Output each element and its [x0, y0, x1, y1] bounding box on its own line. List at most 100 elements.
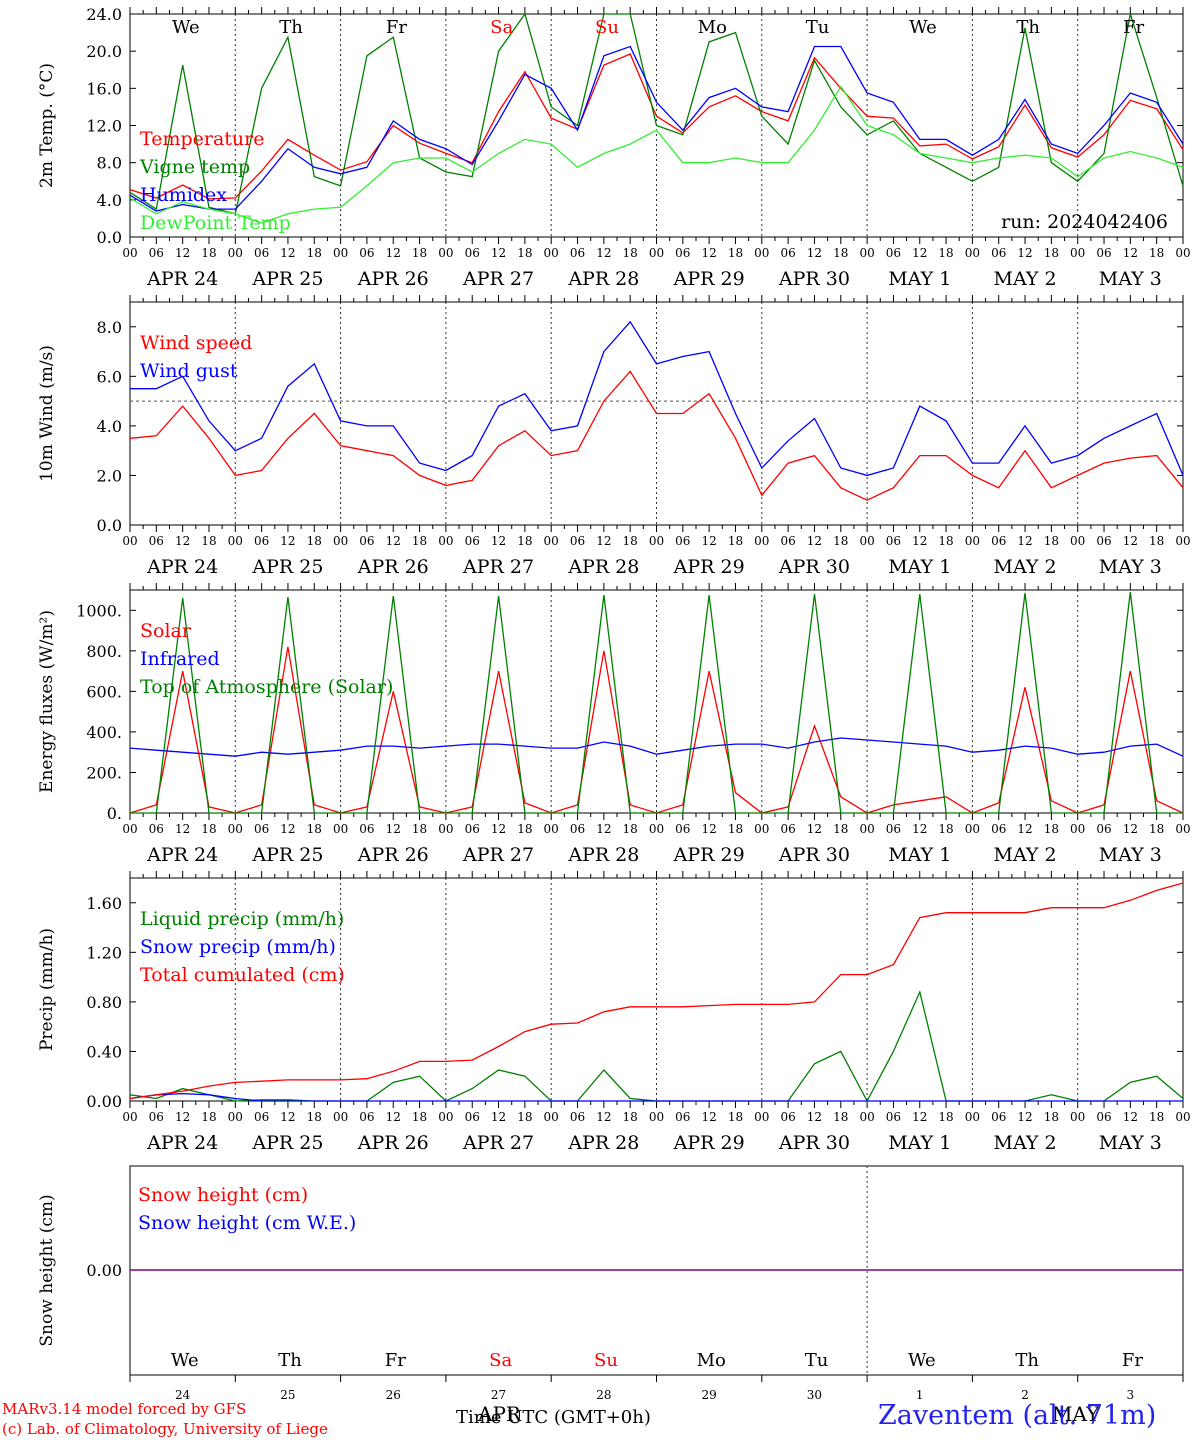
station-title: Zaventem (alt. 71m): [878, 1400, 1157, 1431]
hour-label: 00: [333, 1110, 348, 1124]
date-label: MAY 3: [1099, 844, 1162, 866]
hour-label: 06: [675, 822, 690, 836]
hour-label: 00: [122, 1110, 137, 1124]
y-tick-label: 4.0: [97, 417, 122, 436]
day-number: 25: [280, 1388, 295, 1402]
y-tick-label: 0.: [107, 804, 122, 823]
y-tick-label: 24.0: [86, 5, 122, 24]
hour-label: 12: [596, 534, 611, 548]
y-axis-label: Energy fluxes (W/m²): [37, 610, 57, 793]
hour-label: 06: [570, 822, 585, 836]
hour-label: 18: [201, 534, 216, 548]
legend-entry: Wind speed: [140, 332, 252, 354]
hour-label: 18: [412, 534, 427, 548]
y-tick-label: 1.20: [86, 943, 122, 962]
date-label: APR 24: [146, 1132, 218, 1154]
hour-label: 00: [965, 246, 980, 260]
weekday-label-bottom: Sa: [489, 1350, 512, 1371]
hour-label: 18: [833, 534, 848, 548]
weekday-label: We: [172, 17, 200, 38]
hour-label: 18: [201, 246, 216, 260]
date-label: APR 27: [462, 556, 534, 578]
hour-label: 00: [965, 822, 980, 836]
run-label: run: 2024042406: [1001, 211, 1168, 233]
weekday-label: Su: [595, 17, 619, 38]
hour-label: 06: [1096, 822, 1111, 836]
series-line-wind-speed: [129, 370, 1184, 501]
hour-label: 06: [465, 246, 480, 260]
legend-entry: Humidex: [140, 184, 227, 206]
hour-label: 06: [780, 534, 795, 548]
date-label: APR 28: [567, 844, 639, 866]
weekday-label-bottom: Fr: [1122, 1350, 1143, 1371]
y-axis-label: Snow height (cm): [37, 1194, 57, 1346]
hour-label: 06: [254, 534, 269, 548]
weekday-label-bottom: We: [171, 1350, 199, 1371]
hour-label: 06: [359, 246, 374, 260]
hour-label: 12: [702, 246, 717, 260]
hour-label: 18: [307, 1110, 322, 1124]
hour-label: 12: [596, 246, 611, 260]
hour-label: 00: [228, 246, 243, 260]
hour-label: 18: [412, 822, 427, 836]
hour-label: 06: [149, 822, 164, 836]
date-label: APR 29: [673, 556, 745, 578]
hour-label: 12: [1123, 822, 1138, 836]
hour-label: 12: [386, 534, 401, 548]
hour-label: 06: [254, 822, 269, 836]
hour-label: 18: [307, 534, 322, 548]
hour-label: 18: [517, 534, 532, 548]
date-label: APR 28: [567, 556, 639, 578]
y-tick-label: 4.0: [97, 191, 122, 210]
hour-label: 00: [122, 246, 137, 260]
hour-label: 06: [991, 1110, 1006, 1124]
hour-label: 06: [1096, 246, 1111, 260]
y-tick-label: 0.00: [86, 1261, 122, 1280]
day-number: 27: [491, 1388, 506, 1402]
hour-label: 18: [833, 246, 848, 260]
hour-label: 18: [517, 1110, 532, 1124]
date-label: APR 30: [778, 268, 850, 290]
weekday-label: Th: [279, 17, 303, 38]
hour-label: 12: [1017, 1110, 1032, 1124]
hour-label: 06: [359, 534, 374, 548]
y-tick-label: 0.80: [86, 993, 122, 1012]
y-tick-label: 200.: [86, 763, 122, 782]
date-label: MAY 1: [888, 268, 951, 290]
hour-label: 12: [1017, 822, 1032, 836]
hour-label: 00: [965, 534, 980, 548]
date-label: MAY 3: [1099, 556, 1162, 578]
weekday-label-bottom: Th: [1015, 1350, 1039, 1371]
y-tick-label: 12.0: [86, 117, 122, 136]
hour-label: 18: [728, 246, 743, 260]
hour-label: 18: [728, 1110, 743, 1124]
hour-label: 00: [333, 534, 348, 548]
legend-entry: Temperature: [140, 128, 264, 150]
hour-label: 12: [807, 246, 822, 260]
panel-2: 10m Wind (m/s): [37, 295, 1184, 532]
hour-label: 06: [780, 1110, 795, 1124]
hour-label: 06: [780, 822, 795, 836]
hour-label: 18: [833, 1110, 848, 1124]
date-label: APR 26: [357, 1132, 429, 1154]
model-credit: MARv3.14 model forced by GFS: [2, 1400, 247, 1418]
date-label: APR 27: [462, 844, 534, 866]
hour-label: 06: [780, 246, 795, 260]
lab-credit: (c) Lab. of Climatology, University of L…: [2, 1420, 328, 1438]
hour-label: 06: [570, 534, 585, 548]
hour-label: 12: [702, 822, 717, 836]
date-label: APR 29: [673, 1132, 745, 1154]
hour-label: 18: [938, 1110, 953, 1124]
date-label: MAY 1: [888, 844, 951, 866]
y-tick-label: 6.0: [97, 367, 122, 386]
hour-label: 00: [1175, 1110, 1190, 1124]
hour-label: 18: [1149, 1110, 1164, 1124]
date-label: APR 27: [462, 1132, 534, 1154]
hour-label: 12: [1123, 534, 1138, 548]
date-label: APR 29: [673, 844, 745, 866]
hour-label: 06: [991, 246, 1006, 260]
date-label: APR 26: [357, 268, 429, 290]
hour-label: 12: [280, 246, 295, 260]
hour-label: 00: [1175, 822, 1190, 836]
hour-label: 18: [1044, 822, 1059, 836]
